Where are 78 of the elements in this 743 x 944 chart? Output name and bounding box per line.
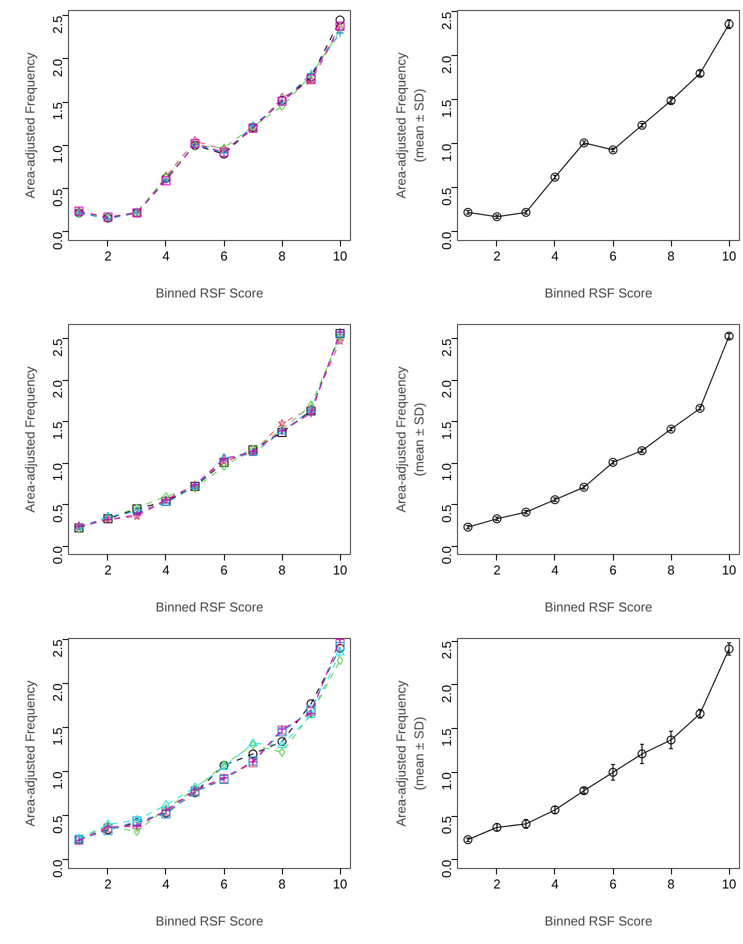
y-tick-label: 1.0 (50, 772, 65, 790)
y-tick-label: 0.0 (439, 232, 454, 250)
y-tick-label: 0.0 (50, 232, 65, 250)
x-tick-label: 8 (278, 248, 286, 264)
x-tick-label: 6 (609, 876, 617, 892)
x-tick-label: 2 (104, 562, 112, 578)
y-tick-label: 2.5 (50, 639, 65, 658)
x-tick-label: 4 (551, 562, 559, 578)
y-axis-title: Area-adjusted Frequency (22, 52, 38, 198)
x-tick-label: 4 (162, 876, 170, 892)
y-tick-label: 0.5 (50, 188, 65, 207)
x-tick-label: 10 (332, 562, 348, 578)
y-tick-label: 0.5 (439, 816, 454, 834)
x-axis-title: Binned RSF Score (156, 914, 264, 928)
x-axis-title: Binned RSF Score (544, 286, 652, 300)
y-tick-label: 0.5 (439, 188, 454, 206)
y-tick-label: 0.0 (50, 860, 65, 878)
y-axis-title: Area-adjusted Frequency (mean ± SD) (394, 680, 426, 826)
y-axis-title: Area-adjusted Frequency (22, 680, 38, 826)
x-tick-label: 4 (551, 248, 559, 264)
x-tick-label: 8 (667, 562, 675, 578)
y-tick-label: 2.0 (439, 56, 454, 74)
x-tick-label: 10 (722, 248, 736, 264)
x-tick-label: 2 (104, 248, 112, 264)
x-tick-label: 2 (493, 248, 501, 264)
x-tick-label: 4 (162, 248, 170, 264)
y-tick-label: 1.5 (50, 422, 65, 440)
y-tick-label: 0.5 (439, 504, 454, 523)
x-tick-label: 10 (722, 876, 736, 892)
y-tick-label: 0.0 (50, 546, 65, 564)
y-axis-title: Area-adjusted Frequency (mean ± SD) (394, 366, 426, 512)
x-tick-label: 8 (667, 248, 675, 264)
y-tick-label: 2.0 (50, 58, 65, 77)
x-tick-label: 2 (493, 876, 501, 892)
y-axis-title: Area-adjusted Frequency (mean ± SD) (394, 52, 426, 198)
y-tick-label: 2.0 (439, 380, 454, 398)
x-tick-label: 2 (493, 562, 501, 578)
y-tick-label: 1.5 (50, 102, 65, 120)
y-tick-label: 1.5 (50, 727, 65, 746)
y-tick-label: 2.0 (50, 683, 65, 702)
x-tick-label: 6 (220, 562, 228, 578)
y-tick-label: 0.5 (50, 504, 65, 523)
y-tick-label: 2.5 (50, 16, 65, 34)
x-axis-title: Binned RSF Score (156, 600, 264, 614)
x-tick-label: 6 (220, 248, 228, 264)
x-axis-title: Binned RSF Score (156, 286, 264, 300)
y-tick-label: 1.0 (439, 144, 454, 162)
y-tick-label: 2.5 (439, 641, 454, 660)
x-tick-label: 8 (278, 876, 286, 892)
y-tick-label: 2.0 (50, 380, 65, 398)
x-tick-label: 2 (104, 876, 112, 892)
x-tick-label: 4 (551, 876, 559, 892)
y-tick-label: 1.0 (439, 463, 454, 482)
y-tick-label: 1.0 (50, 145, 65, 164)
x-tick-label: 8 (667, 876, 675, 892)
x-tick-label: 10 (332, 876, 348, 892)
y-axis-title: Area-adjusted Frequency (22, 366, 38, 512)
x-tick-label: 10 (722, 562, 736, 578)
x-tick-label: 6 (609, 562, 617, 578)
x-axis-title: Binned RSF Score (544, 914, 652, 928)
x-tick-label: 4 (162, 562, 170, 578)
y-tick-label: 1.0 (439, 772, 454, 790)
y-tick-label: 1.5 (439, 100, 454, 118)
y-tick-label: 2.0 (439, 684, 454, 703)
y-tick-label: 2.5 (50, 338, 65, 357)
x-tick-label: 6 (609, 248, 617, 264)
y-tick-label: 2.5 (439, 338, 454, 357)
y-tick-label: 1.5 (439, 728, 454, 747)
x-tick-label: 6 (220, 876, 228, 892)
y-tick-label: 0.5 (50, 816, 65, 834)
y-tick-label: 0.0 (439, 546, 454, 564)
y-tick-label: 2.5 (439, 12, 454, 30)
x-tick-label: 10 (332, 248, 348, 264)
y-tick-label: 1.5 (439, 422, 454, 440)
y-tick-label: 0.0 (439, 860, 454, 878)
x-axis-title: Binned RSF Score (544, 600, 652, 614)
x-tick-label: 8 (278, 562, 286, 578)
y-tick-label: 1.0 (50, 463, 65, 482)
